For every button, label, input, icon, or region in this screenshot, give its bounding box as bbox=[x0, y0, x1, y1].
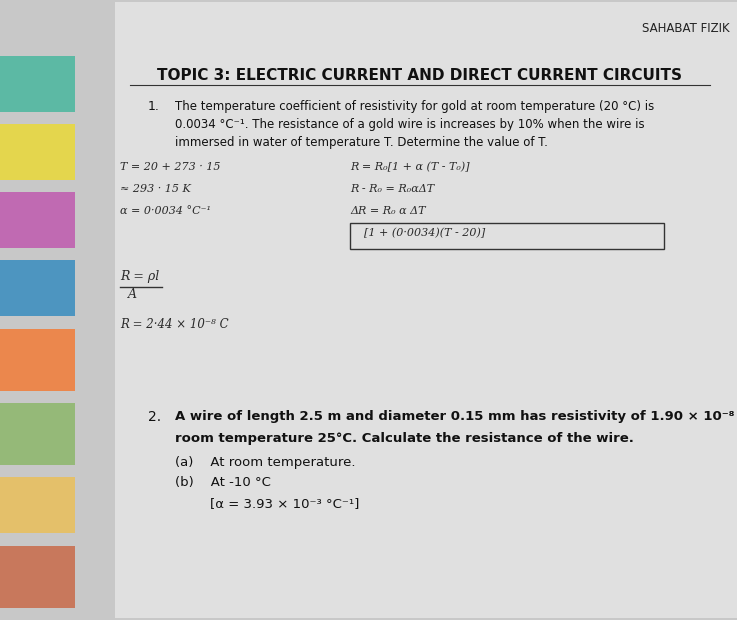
FancyBboxPatch shape bbox=[0, 546, 75, 608]
Text: [1 + (0·0034)(T - 20)]: [1 + (0·0034)(T - 20)] bbox=[350, 228, 485, 238]
Text: (a)    At room temperature.: (a) At room temperature. bbox=[175, 456, 355, 469]
Text: α = 0·0034 °C⁻¹: α = 0·0034 °C⁻¹ bbox=[120, 206, 211, 216]
FancyBboxPatch shape bbox=[0, 477, 75, 533]
FancyBboxPatch shape bbox=[0, 403, 75, 465]
Text: ΔR = R₀ α ΔT: ΔR = R₀ α ΔT bbox=[350, 206, 425, 216]
Text: R = R₀[1 + α (T - T₀)]: R = R₀[1 + α (T - T₀)] bbox=[350, 162, 469, 172]
Text: R = ρl: R = ρl bbox=[120, 270, 159, 283]
Text: room temperature 25°C. Calculate the resistance of the wire.: room temperature 25°C. Calculate the res… bbox=[175, 432, 634, 445]
Text: ≈ 293 · 15 K: ≈ 293 · 15 K bbox=[120, 184, 191, 194]
Text: immersed in water of temperature T. Determine the value of T.: immersed in water of temperature T. Dete… bbox=[175, 136, 548, 149]
Text: The temperature coefficient of resistivity for gold at room temperature (20 °C) : The temperature coefficient of resistivi… bbox=[175, 100, 654, 113]
FancyBboxPatch shape bbox=[0, 192, 75, 248]
FancyBboxPatch shape bbox=[0, 124, 75, 180]
FancyBboxPatch shape bbox=[0, 56, 75, 112]
Text: R = 2·44 × 10⁻⁸ C: R = 2·44 × 10⁻⁸ C bbox=[120, 318, 228, 331]
Text: T = 20 + 273 · 15: T = 20 + 273 · 15 bbox=[120, 162, 220, 172]
Text: 1.: 1. bbox=[148, 100, 160, 113]
Text: 2.: 2. bbox=[148, 410, 161, 424]
Text: (b)    At -10 °C: (b) At -10 °C bbox=[175, 476, 271, 489]
Text: 0.0034 °C⁻¹. The resistance of a gold wire is increases by 10% when the wire is: 0.0034 °C⁻¹. The resistance of a gold wi… bbox=[175, 118, 645, 131]
FancyBboxPatch shape bbox=[115, 2, 737, 618]
Text: R - R₀ = R₀αΔT: R - R₀ = R₀αΔT bbox=[350, 184, 434, 194]
Text: [α = 3.93 × 10⁻³ °C⁻¹]: [α = 3.93 × 10⁻³ °C⁻¹] bbox=[210, 497, 360, 510]
Text: A: A bbox=[128, 288, 137, 301]
FancyBboxPatch shape bbox=[0, 329, 75, 391]
FancyBboxPatch shape bbox=[0, 260, 75, 316]
Text: TOPIC 3: ELECTRIC CURRENT AND DIRECT CURRENT CIRCUITS: TOPIC 3: ELECTRIC CURRENT AND DIRECT CUR… bbox=[158, 68, 682, 83]
Text: A wire of length 2.5 m and diameter 0.15 mm has resistivity of 1.90 × 10⁻⁸ Ω at: A wire of length 2.5 m and diameter 0.15… bbox=[175, 410, 737, 423]
Text: SAHABAT FIZIK: SAHABAT FIZIK bbox=[643, 22, 730, 35]
